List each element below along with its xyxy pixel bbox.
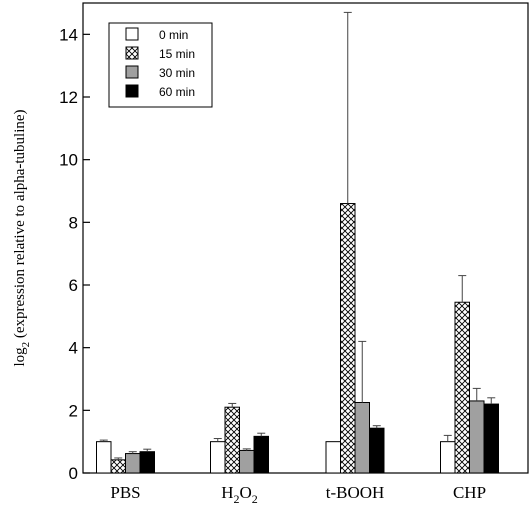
legend-swatch	[125, 84, 139, 98]
bar	[253, 435, 269, 474]
x-category-label: CHP	[453, 483, 486, 502]
bar	[139, 451, 155, 474]
x-category-label: PBS	[110, 483, 140, 502]
bars	[96, 203, 499, 474]
legend: 0 min 15 min 30 min 60 min	[108, 22, 213, 108]
y-tick-label: 10	[59, 151, 78, 170]
legend-swatch	[125, 65, 139, 79]
bar	[354, 402, 370, 474]
y-tick-label: 6	[69, 276, 78, 295]
y-axis: 0 2 4 6 8 10 12 14	[59, 25, 90, 483]
plot-area	[82, 2, 529, 474]
y-axis-title: log2 (expression relative to alpha-tubul…	[12, 109, 32, 366]
bar	[483, 403, 499, 474]
bar	[239, 449, 255, 474]
bar	[440, 441, 456, 474]
legend-swatch	[125, 46, 139, 60]
y-tick-label: 14	[59, 25, 78, 44]
bar	[325, 441, 341, 474]
y-tick-label: 2	[69, 401, 78, 420]
bar	[340, 203, 356, 474]
bar	[469, 400, 485, 474]
y-tick-label: 12	[59, 88, 78, 107]
bar	[210, 441, 226, 474]
error-bars	[99, 11, 496, 460]
legend-label: 60 min	[159, 85, 195, 99]
x-axis-labels: PBS H2O2 t-BOOH CHP	[110, 483, 486, 505]
y-tick-label: 4	[69, 339, 78, 358]
bar	[125, 453, 141, 474]
bar	[454, 301, 470, 474]
bar	[96, 441, 112, 474]
legend-label: 30 min	[159, 66, 195, 80]
x-category-label: t-BOOH	[326, 483, 385, 502]
legend-label: 15 min	[159, 47, 195, 61]
y-tick-label: 0	[69, 464, 78, 483]
legend-swatch	[125, 27, 139, 41]
bar	[369, 427, 385, 474]
y-tick-label: 8	[69, 213, 78, 232]
bar	[110, 459, 126, 474]
legend-label: 0 min	[159, 28, 188, 42]
bar	[224, 406, 240, 474]
x-category-label: H2O2	[221, 483, 258, 505]
